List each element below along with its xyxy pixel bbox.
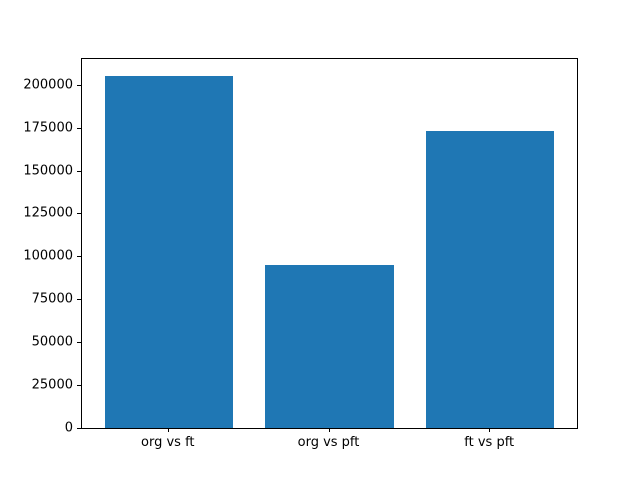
y-tick-label: 50000 bbox=[31, 334, 73, 350]
x-tick-label: ft vs pft bbox=[464, 435, 515, 450]
y-tick-label: 100000 bbox=[23, 248, 73, 264]
y-tick-mark bbox=[77, 299, 81, 301]
x-tick-label: org vs ft bbox=[141, 435, 195, 450]
y-tick-label: 175000 bbox=[23, 120, 73, 136]
y-tick-mark bbox=[77, 127, 81, 129]
y-tick-mark bbox=[77, 84, 81, 86]
x-tick-mark bbox=[167, 428, 169, 432]
y-tick-mark bbox=[77, 428, 81, 429]
bar-org-vs-ft bbox=[104, 76, 234, 428]
y-tick-mark bbox=[77, 170, 81, 172]
y-tick-mark bbox=[77, 213, 81, 215]
y-tick-label: 0 bbox=[64, 420, 73, 436]
y-tick-label: 200000 bbox=[23, 77, 73, 93]
bar-ft-vs-pft bbox=[425, 131, 555, 428]
y-tick-label: 150000 bbox=[23, 163, 73, 179]
plot-area bbox=[81, 58, 578, 429]
y-tick-label: 125000 bbox=[23, 205, 73, 221]
bar-org-vs-pft bbox=[265, 264, 394, 428]
y-tick-label: 25000 bbox=[31, 377, 73, 393]
y-tick-mark bbox=[77, 342, 81, 344]
y-tick-mark bbox=[77, 256, 81, 258]
x-tick-mark bbox=[489, 428, 491, 432]
x-tick-mark bbox=[328, 428, 330, 432]
x-tick-label: org vs pft bbox=[297, 435, 360, 450]
y-tick-mark bbox=[77, 385, 81, 387]
y-tick-label: 75000 bbox=[31, 291, 73, 307]
